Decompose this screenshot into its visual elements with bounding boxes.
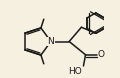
Text: N: N bbox=[47, 37, 54, 46]
Text: HO: HO bbox=[68, 67, 81, 76]
Text: O: O bbox=[98, 50, 105, 59]
